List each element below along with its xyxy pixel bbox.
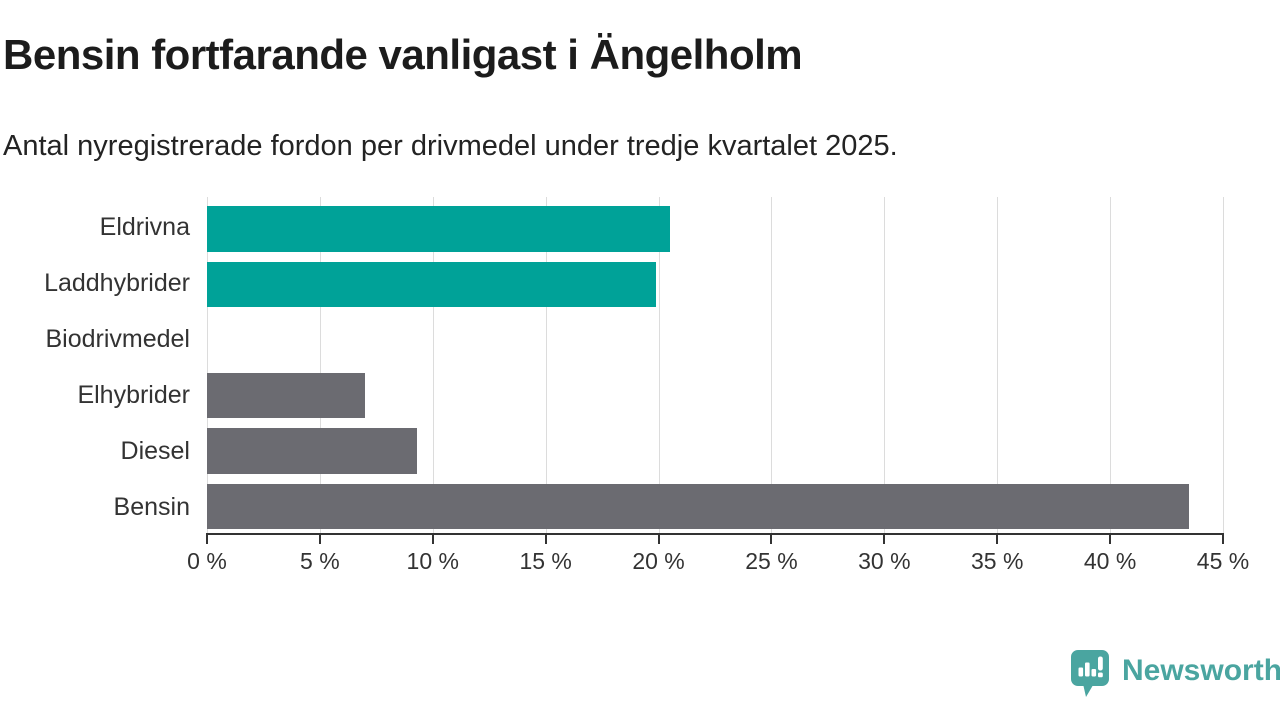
gridline-35 (997, 197, 999, 533)
x-tick-label: 35 % (971, 548, 1024, 574)
gridline-45 (1223, 197, 1224, 533)
x-tick-5 (318, 533, 321, 544)
category-label: Eldrivna (99, 212, 190, 241)
x-tick-25 (770, 533, 773, 544)
category-label: Bensin (113, 492, 190, 521)
x-tick-label: 45 % (1196, 548, 1250, 574)
chart-subtitle: Antal nyregistrerade fordon per drivmede… (3, 130, 898, 162)
plot-area (207, 197, 1224, 533)
x-tick-label: 15 % (519, 548, 572, 574)
x-tick-label: 40 % (1083, 548, 1137, 574)
bar-diesel (207, 428, 417, 474)
gridline-10 (432, 197, 434, 533)
gridline-40 (1110, 197, 1112, 533)
category-label: Elhybrider (77, 380, 190, 409)
x-tick-label: 20 % (632, 548, 685, 574)
brand-footer: Newsworthy (1071, 650, 1280, 698)
gridline-5 (319, 197, 321, 533)
x-tick-label: 0 % (187, 548, 227, 574)
bar-bensin (207, 483, 1190, 529)
x-tick-35 (996, 533, 999, 544)
x-tick-label: 25 % (745, 548, 798, 574)
category-axis-labels: Eldrivna Laddhybrider Biodrivmedel Elhybrid… (0, 197, 190, 533)
bar-elhybrider (207, 372, 366, 418)
category-label: Laddhybrider (44, 268, 190, 297)
x-tick-label: 5 % (300, 548, 340, 574)
x-tick-20 (657, 533, 660, 544)
x-tick-30 (883, 533, 886, 544)
x-tick-40 (1109, 533, 1112, 544)
x-tick-10 (431, 533, 434, 544)
gridline-30 (884, 197, 886, 533)
bar-laddhybrider (207, 261, 657, 307)
gridline-20 (658, 197, 660, 533)
bar-eldrivna (207, 206, 670, 252)
x-axis-line (207, 533, 1223, 535)
x-tick-label: 10 % (406, 548, 459, 574)
chart-title: Bensin fortfarande vanligast i Ängelholm (3, 31, 803, 78)
gridline-0 (207, 197, 208, 533)
category-label: Biodrivmedel (45, 324, 190, 353)
category-label: Diesel (120, 436, 190, 465)
x-tick-45 (1222, 533, 1224, 544)
gridline-15 (545, 197, 547, 533)
x-tick-15 (544, 533, 547, 544)
newsworthy-logo-icon (1071, 650, 1109, 698)
x-tick-label: 30 % (858, 548, 911, 574)
x-tick-0 (206, 533, 208, 544)
gridline-25 (771, 197, 773, 533)
brand-name: Newsworthy (1122, 654, 1280, 687)
